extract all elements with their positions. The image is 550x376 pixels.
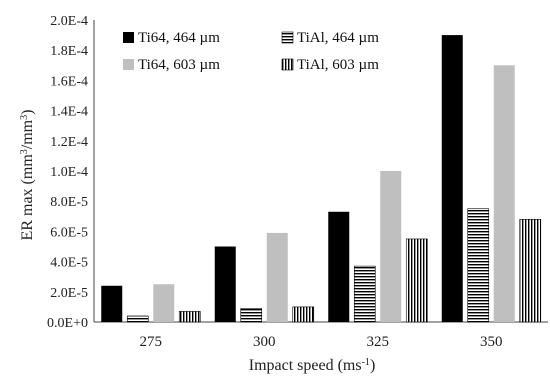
y-tick-label: 1.6E-4: [50, 74, 88, 89]
y-tick-label: 6.0E-5: [50, 225, 88, 240]
legend-label-2: Ti64, 603 µm: [138, 57, 220, 73]
y-tick-label: 2.0E-5: [50, 286, 88, 301]
y-axis-title-part-1: ER max (mm: [19, 154, 36, 241]
legend-label-0: Ti64, 464 µm: [138, 30, 220, 46]
bar-series-2-300: [266, 232, 288, 322]
bar-series-0-300: [214, 246, 236, 322]
y-tick-label: 1.2E-4: [50, 135, 88, 150]
bar-series-0-325: [328, 211, 350, 322]
legend: Ti64, 464 µm TiAl, 464 µm Ti64, 603 µm T…: [123, 30, 379, 73]
bar-series-0-275: [101, 285, 123, 322]
x-axis-title-sup: -1: [362, 357, 370, 368]
y-tick-label: 1.4E-4: [50, 105, 88, 120]
legend-swatch-1: [281, 31, 294, 44]
bar-series-3-275: [178, 311, 201, 323]
bars: [101, 35, 542, 323]
legend-swatch-3: [281, 58, 294, 71]
x-tick-label: 350: [480, 334, 503, 350]
x-axis-title: Impact speed (ms-1): [249, 357, 376, 375]
x-tick-label: 325: [367, 334, 390, 350]
y-axis-title-part-3: ): [19, 110, 36, 115]
y-tick-labels: 0.0E+0 2.0E-5 4.0E-5 6.0E-5 8.0E-5 1.0E-4 1.2E…: [47, 14, 88, 331]
bar-series-2-275: [153, 284, 175, 322]
y-tick-label: 2.0E-4: [50, 14, 88, 29]
x-axis-title-end: ): [370, 357, 375, 374]
x-tick-label: 275: [140, 334, 163, 350]
y-tick-label: 4.0E-5: [50, 256, 88, 271]
x-tick-label: 300: [253, 334, 276, 350]
bar-series-1-275: [126, 315, 149, 323]
bar-series-3-325: [405, 238, 428, 323]
legend-swatch-2: [123, 59, 134, 70]
bar-series-1-325: [353, 265, 376, 323]
y-tick-label: 8.0E-5: [50, 195, 88, 210]
x-tick-labels: 275 300 325 350: [140, 334, 503, 350]
legend-label-3: TiAl, 603 µm: [297, 57, 379, 73]
y-tick-label: 1.0E-4: [50, 165, 88, 180]
y-axis-title-sup-2: 3: [19, 115, 30, 120]
y-axis-title-sup-1: 3: [19, 149, 30, 154]
bar-series-1-350: [467, 208, 490, 323]
y-tick-label: 1.8E-4: [50, 44, 88, 59]
bar-series-3-300: [292, 306, 315, 323]
legend-label-1: TiAl, 464 µm: [297, 30, 379, 46]
bar-series-0-350: [441, 35, 463, 322]
bar-series-2-350: [493, 65, 515, 323]
y-tick-label: 0.0E+0: [47, 316, 88, 331]
bar-series-1-300: [240, 308, 263, 323]
legend-swatch-0: [123, 32, 134, 43]
bar-series-3-350: [519, 219, 542, 323]
y-axis-title: ER max (mm3/mm3): [19, 110, 37, 241]
x-axis-title-main: Impact speed (ms: [249, 357, 362, 374]
y-axis-title-part-2: /mm: [19, 119, 36, 149]
bar-series-2-325: [380, 171, 402, 322]
